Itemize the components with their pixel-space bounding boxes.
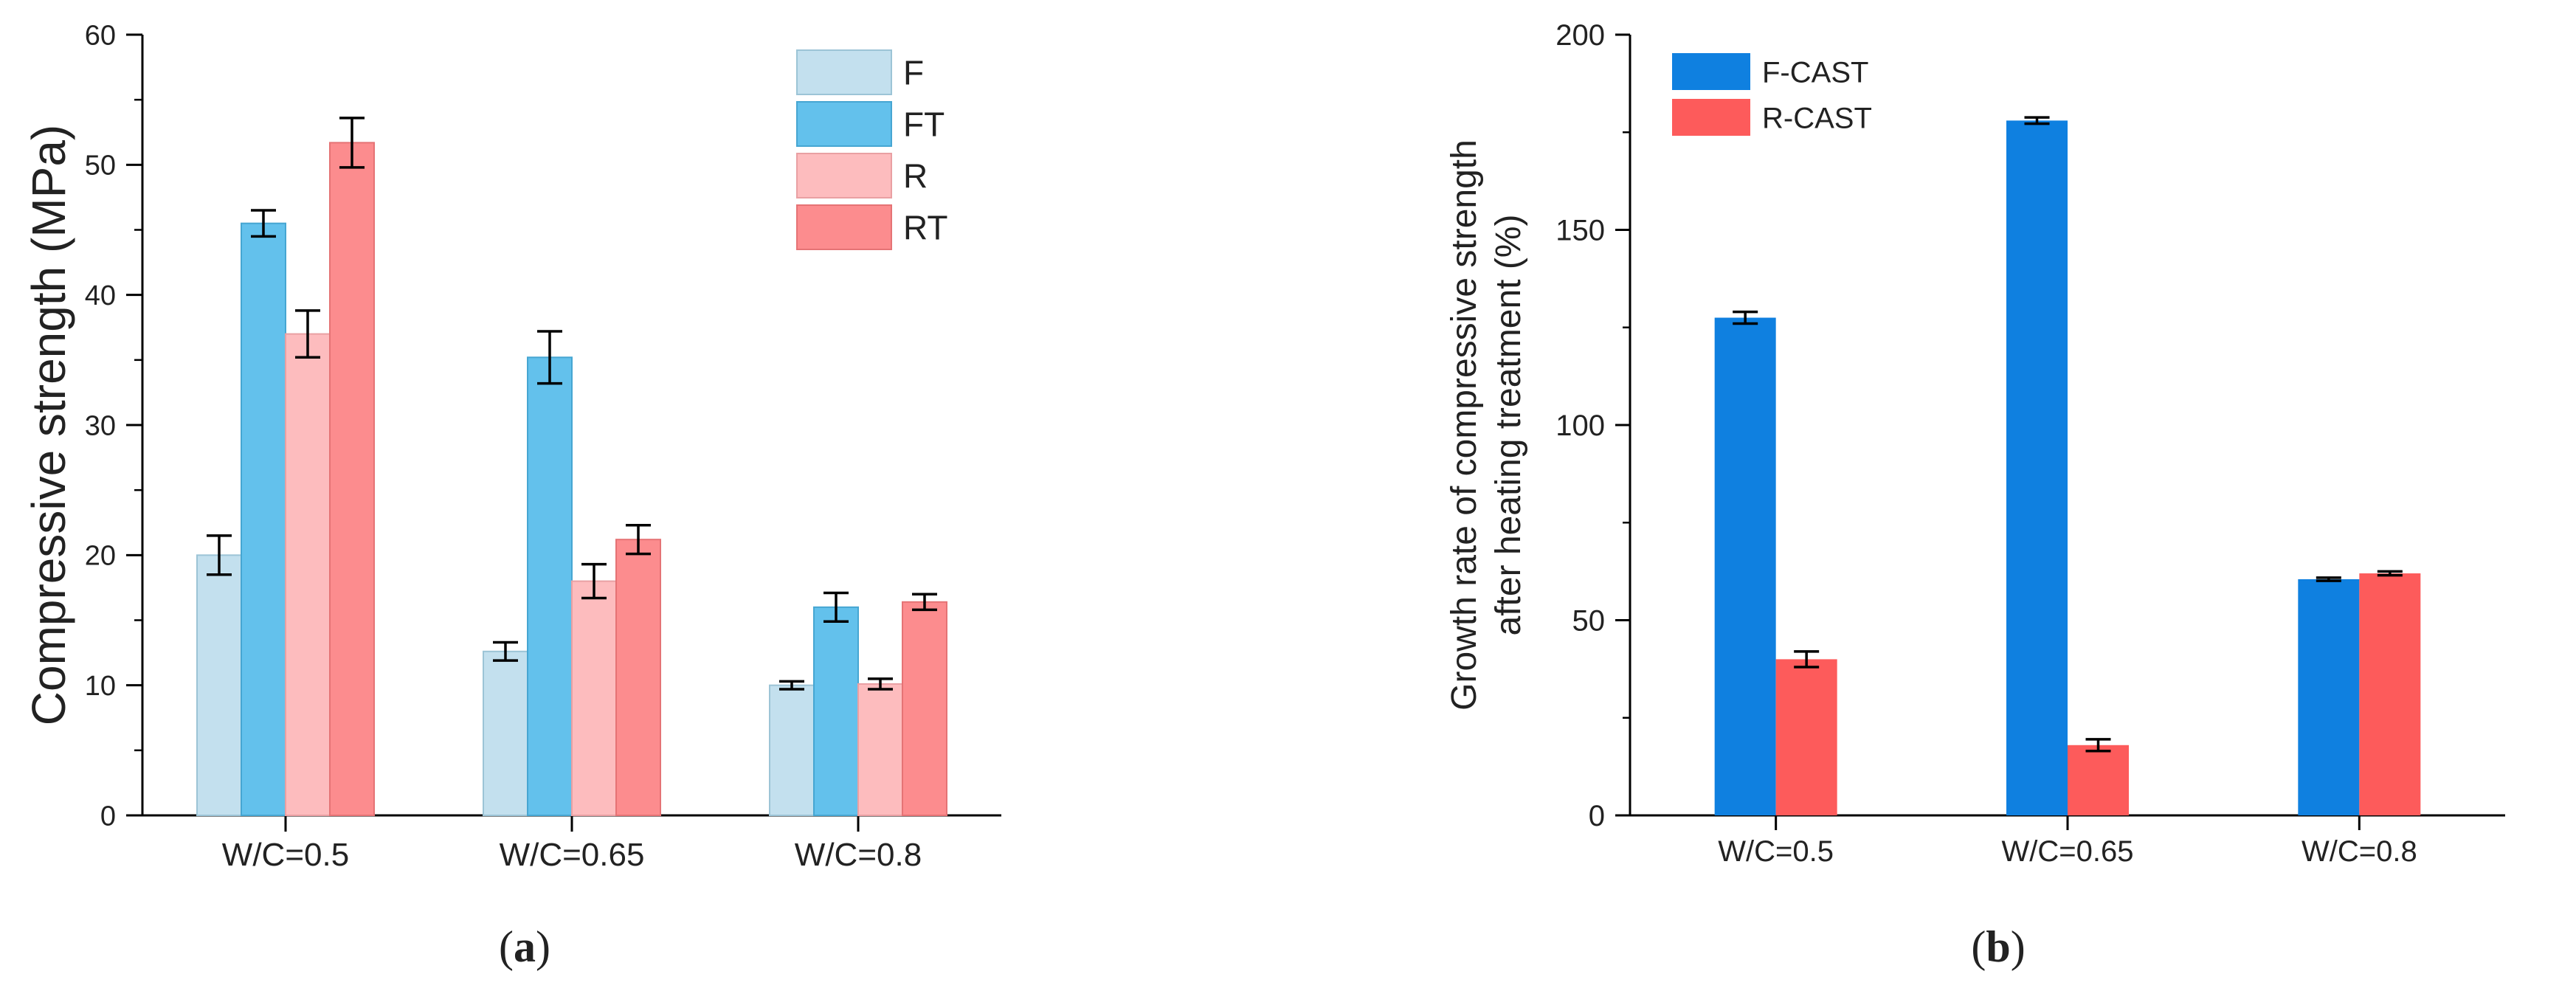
y-tick-label: 30 xyxy=(85,410,116,441)
legend-swatch-r xyxy=(796,153,892,198)
x-tick-label: W/C=0.65 xyxy=(500,837,645,873)
legend-label-r-cast: R-CAST xyxy=(1762,102,1872,134)
y-tick-label: 50 xyxy=(85,151,116,182)
bar-r-w-c-0-8 xyxy=(857,683,903,816)
x-tick-label: W/C=0.8 xyxy=(795,837,922,873)
bar-rt-w-c-0-8 xyxy=(902,601,947,817)
bar-f-w-c-0-65 xyxy=(483,650,528,816)
bar-r-w-c-0-65 xyxy=(571,580,617,816)
y-tick-label: 200 xyxy=(1555,19,1605,52)
bar-ft-w-c-0-8 xyxy=(813,606,859,816)
y-axis-label: after heating treatment (%) xyxy=(1489,215,1528,636)
bar-r-cast-w-c-0-8 xyxy=(2359,573,2421,815)
legend-swatch-f-cast xyxy=(1672,53,1750,90)
y-tick-label: 150 xyxy=(1555,215,1605,247)
y-axis-label: Growth rate of compressive strength xyxy=(1445,139,1484,711)
y-axis-label: Compressive strength (MPa) xyxy=(22,125,75,725)
y-tick-label: 0 xyxy=(100,801,116,832)
y-tick-label: 100 xyxy=(1555,410,1605,442)
y-tick-label: 40 xyxy=(85,280,116,311)
legend-label-ft: FT xyxy=(903,106,945,144)
bar-f-cast-w-c-0-8 xyxy=(2298,579,2360,815)
legend-swatch-rt xyxy=(796,204,892,250)
legend-swatch-ft xyxy=(796,101,892,147)
bar-rt-w-c-0-65 xyxy=(615,539,661,816)
legend-swatch-f xyxy=(796,49,892,95)
chart-b: 0 50 100 150 200 W/C=0.5 W/C=0.65 W/C=0.8 Growth… xyxy=(1445,19,2505,971)
legend-label-r: R xyxy=(903,157,928,196)
legend-label-f: F xyxy=(903,54,924,92)
y-tick-label: 20 xyxy=(85,541,116,572)
bar-r-w-c-0-5 xyxy=(285,333,331,817)
panel-caption: (b) xyxy=(1971,922,2025,971)
bar-f-w-c-0-5 xyxy=(196,554,242,816)
x-tick-label: W/C=0.65 xyxy=(2002,835,2134,868)
panel-caption: (a) xyxy=(499,922,550,971)
y-tick-label: 0 xyxy=(1589,800,1605,832)
chart-a: 0 10 20 30 40 50 60 W/C=0.5 W/C=0.65 W/C=0.8 Compr… xyxy=(22,20,1001,971)
legend-swatch-r-cast xyxy=(1672,99,1750,136)
x-tick-label: W/C=0.5 xyxy=(222,837,349,873)
bar-ft-w-c-0-65 xyxy=(527,356,573,817)
bar-f-cast-w-c-0-5 xyxy=(1714,317,1776,815)
legend-label-f-cast: F-CAST xyxy=(1762,56,1868,89)
y-tick-label: 60 xyxy=(85,20,116,51)
bar-ft-w-c-0-5 xyxy=(241,222,286,816)
bar-f-cast-w-c-0-65 xyxy=(2006,120,2068,815)
x-tick-label: W/C=0.8 xyxy=(2302,835,2417,868)
y-tick-label: 10 xyxy=(85,671,116,702)
bar-rt-w-c-0-5 xyxy=(329,142,375,816)
bar-f-w-c-0-8 xyxy=(769,684,815,817)
x-tick-label: W/C=0.5 xyxy=(1718,835,1834,868)
bar-r-cast-w-c-0-5 xyxy=(1775,659,1837,815)
bar-r-cast-w-c-0-65 xyxy=(2068,745,2129,815)
legend-label-rt: RT xyxy=(903,209,948,247)
y-tick-label: 50 xyxy=(1572,605,1606,638)
